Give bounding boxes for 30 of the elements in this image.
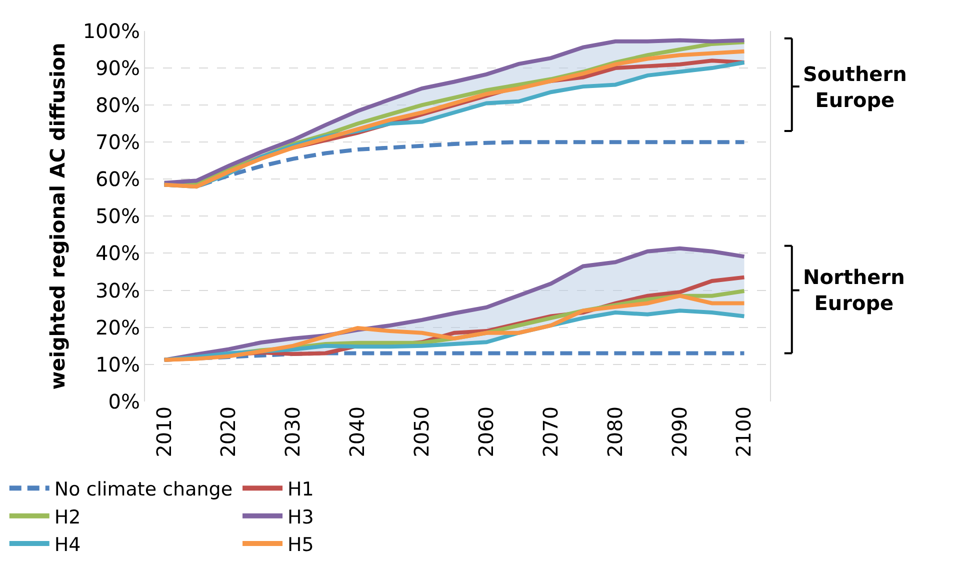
x-tick-label: 2050 [410,406,434,458]
y-tick-label: 40% [96,241,140,266]
legend-label: H3 [288,506,314,528]
y-tick-label: 70% [96,130,140,154]
x-tick-label: 2010 [152,406,176,458]
y-tick-label: 20% [96,315,140,340]
legend-label: H4 [54,534,81,556]
x-tick-label: 2030 [280,406,305,458]
y-tick-label: 80% [96,93,140,118]
text: Northern Europe [803,265,905,315]
text: Southern Europe [803,62,907,112]
x-tick-label: 2060 [474,406,498,458]
x-tick-label: 2100 [732,406,756,458]
y-tick-label: 90% [96,56,140,80]
legend-label: H2 [54,506,81,528]
y-axis-title: weighted regional AC diffusion [45,42,70,390]
legend-label: H5 [288,534,314,556]
y-tick-label: 0% [108,389,140,414]
y-tick-label: 100% [82,19,140,43]
y-tick-label: 50% [96,204,140,228]
legend-label: No climate change [54,478,233,501]
x-tick-label: 2080 [602,406,627,458]
x-tick-label: 2040 [345,406,370,458]
y-tick-label: 30% [96,278,140,302]
y-tick-label: 10% [96,352,140,376]
x-tick-label: 2070 [538,406,562,458]
x-tick-label: 2020 [216,406,240,458]
y-tick-label: 60% [96,167,140,192]
x-tick-label: 2090 [667,406,692,458]
legend-label: H1 [288,478,314,501]
